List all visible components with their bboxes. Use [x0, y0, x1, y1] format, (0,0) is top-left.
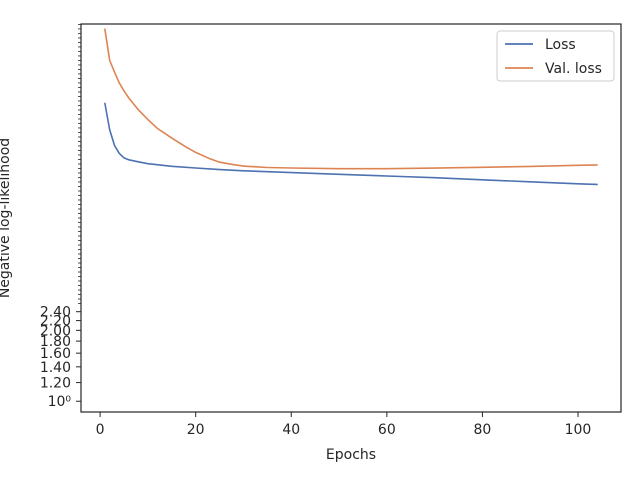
- legend-label: Val. loss: [545, 61, 602, 77]
- y-axis-label: Negative log-likelihood: [0, 138, 13, 298]
- x-tick-label: 80: [474, 422, 492, 438]
- y-tick-label: 1.20: [40, 376, 71, 392]
- y-tick-label: 1.60: [40, 346, 71, 362]
- legend-label: Loss: [545, 37, 576, 53]
- series-line-2: [104, 28, 598, 170]
- plot-area: [104, 28, 598, 186]
- y-tick-label: 2.00: [40, 323, 71, 339]
- legend: Loss Val. loss: [496, 30, 615, 82]
- x-tick-label: 0: [96, 422, 105, 438]
- x-tick-label: 100: [565, 422, 592, 438]
- y-tick-label: 1.40: [40, 360, 71, 376]
- axes-frame: [80, 23, 622, 413]
- x-axis-label: Epochs: [326, 447, 376, 463]
- axes: 0 20 40 60 80 100 10⁰ 1.201.401.601.802.002.202…: [40, 23, 622, 438]
- y-tick-label: 10⁰: [48, 394, 72, 410]
- x-tick-label: 40: [282, 422, 300, 438]
- y-tick-label: 1.80: [40, 334, 71, 350]
- y-tick-label: 2.20: [40, 314, 71, 330]
- x-tick-label: 20: [187, 422, 205, 438]
- x-tick-label: 60: [378, 422, 396, 438]
- y-tick-label: 2.40: [40, 305, 71, 321]
- series-line-1: [104, 102, 598, 186]
